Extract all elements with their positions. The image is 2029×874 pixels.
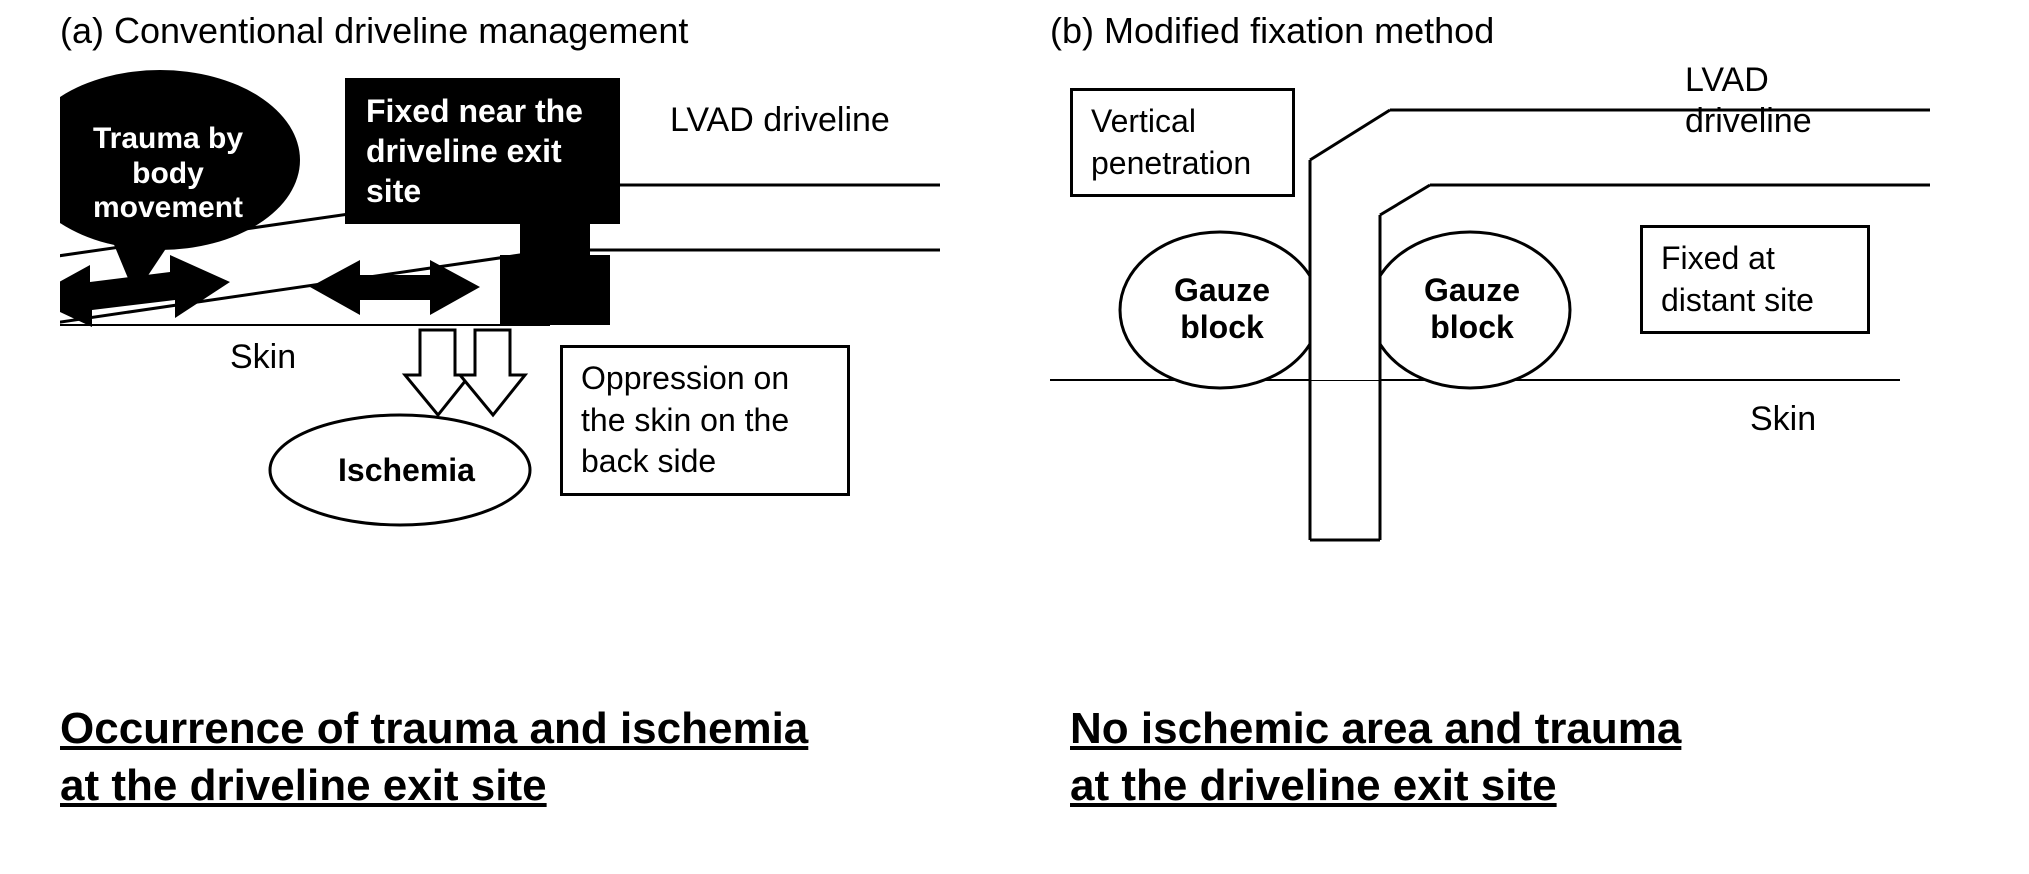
panel-b: (b) Modified fixation method Vertical pe… [1050, 0, 1990, 874]
gauze-text-1: Gauze block [1172, 272, 1272, 346]
panel-a: (a) Conventional driveline management [60, 0, 1000, 874]
clamp-base [500, 255, 610, 325]
tube-white-fill [1310, 230, 1380, 380]
fixed-distant-box: Fixed at distant site [1640, 225, 1870, 334]
oppression-box: Oppression on the skin on the back side [560, 345, 850, 496]
ischemia-label: Ischemia [338, 452, 475, 489]
down-arrow-1 [405, 330, 470, 415]
down-arrow-2 [460, 330, 525, 415]
gauze-text-2: Gauze block [1422, 272, 1522, 346]
trauma-bubble-text: Trauma by body movement [78, 122, 258, 226]
conclusion-b: No ischemic area and trauma at the drive… [1070, 700, 1681, 814]
lvad-label-b: LVAD driveline [1685, 60, 1865, 142]
skin-label-b: Skin [1750, 400, 1816, 439]
vertical-box: Vertical penetration [1070, 88, 1295, 197]
bend-inner [1380, 185, 1430, 215]
lvad-label-a: LVAD driveline [670, 100, 890, 141]
solid-double-arrow [310, 260, 480, 315]
skin-label-a: Skin [230, 338, 296, 377]
conclusion-a: Occurrence of trauma and ischemia at the… [60, 700, 808, 814]
conclusion-b-line2: at the driveline exit site [1070, 761, 1557, 810]
conclusion-b-line1: No ischemic area and trauma [1070, 704, 1681, 753]
conclusion-a-line2: at the driveline exit site [60, 761, 547, 810]
conclusion-a-line1: Occurrence of trauma and ischemia [60, 704, 808, 753]
bend-outer [1310, 110, 1390, 160]
fixed-near-box: Fixed near the driveline exit site [345, 78, 620, 224]
